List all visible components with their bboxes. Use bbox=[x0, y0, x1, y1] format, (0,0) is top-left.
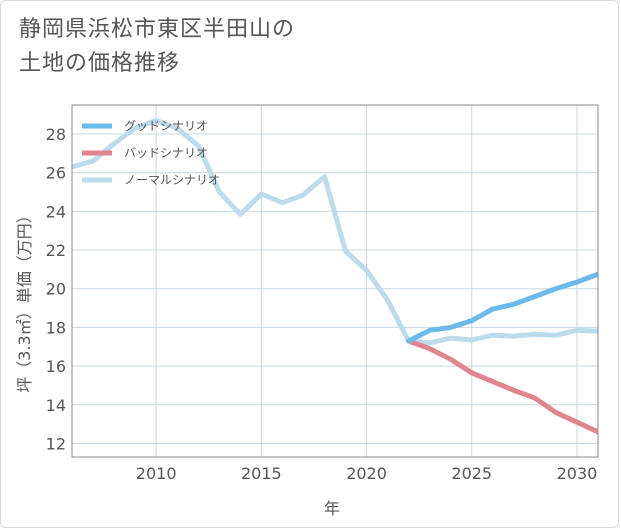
x-axis-ticks: 2010 2015 2020 2025 2030 bbox=[136, 464, 598, 483]
y-tick-label: 14 bbox=[46, 396, 66, 415]
series-line-good bbox=[406, 271, 598, 344]
y-axis-ticks: 12 14 16 18 20 22 24 26 28 bbox=[46, 125, 66, 453]
y-tick-label: 22 bbox=[46, 241, 66, 260]
x-axis-label: 年 bbox=[324, 499, 340, 518]
y-tick-label: 16 bbox=[46, 357, 66, 376]
legend-label-bad: バッドシナリオ bbox=[124, 146, 208, 160]
grid-lines bbox=[72, 105, 598, 457]
x-tick-label: 2010 bbox=[136, 464, 177, 483]
y-axis-label: 坪（3.3㎡）単価（万円） bbox=[15, 207, 34, 392]
legend-label-good: グッドシナリオ bbox=[124, 119, 208, 133]
series-line-bad bbox=[406, 338, 598, 435]
y-tick-label: 12 bbox=[46, 434, 66, 453]
y-tick-label: 18 bbox=[46, 318, 66, 337]
legend-label-normal: ノーマルシナリオ bbox=[124, 173, 220, 187]
chart-title: 静岡県浜松市東区半田山の 土地の価格推移 bbox=[19, 13, 579, 81]
x-tick-label: 2015 bbox=[241, 464, 282, 483]
y-tick-label: 24 bbox=[46, 202, 66, 221]
x-tick-label: 2020 bbox=[346, 464, 387, 483]
y-tick-label: 28 bbox=[46, 125, 66, 144]
series-line-normal bbox=[72, 118, 598, 346]
chart-title-line-1: 静岡県浜松市東区半田山の bbox=[19, 17, 296, 42]
y-tick-label: 26 bbox=[46, 164, 66, 183]
x-tick-label: 2025 bbox=[451, 464, 492, 483]
series-group bbox=[72, 118, 598, 435]
y-tick-label: 20 bbox=[46, 280, 66, 299]
chart-title-line-2: 土地の価格推移 bbox=[19, 51, 181, 76]
plot-frame bbox=[71, 104, 599, 458]
x-tick-label: 2030 bbox=[557, 464, 598, 483]
